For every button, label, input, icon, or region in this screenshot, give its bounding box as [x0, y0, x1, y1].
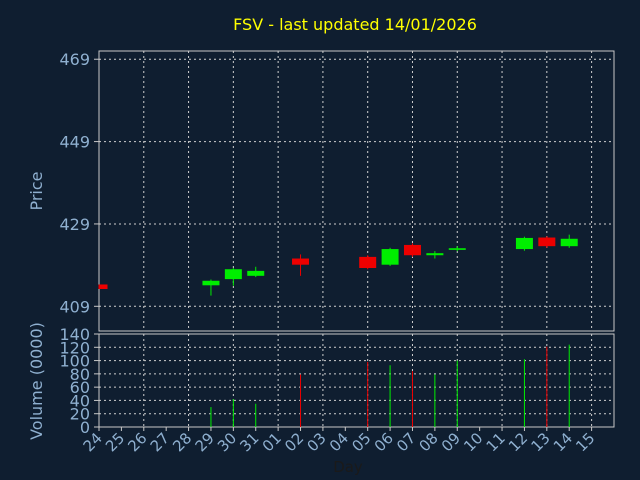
candle-body [381, 249, 399, 265]
volume-tick-label: 140 [59, 325, 90, 344]
volume-tick-label: 0 [80, 418, 90, 437]
candle-body [99, 284, 108, 289]
candle-body [426, 253, 444, 256]
candle-body [247, 270, 265, 276]
candle-body [448, 248, 466, 250]
candle-body [202, 280, 220, 286]
x-axis-ticks: 2425262728293031010203040506070809101112… [80, 427, 598, 455]
volume-tick-label: 20 [70, 405, 90, 424]
volume-tick-label: 80 [70, 365, 90, 384]
price-tick-label: 409 [59, 297, 90, 316]
candle-body [224, 269, 242, 280]
candle-body [292, 258, 310, 265]
candle-body [538, 237, 556, 247]
x-tick-label: 15 [572, 429, 598, 455]
price-tick-label: 429 [59, 215, 90, 234]
volume-grid [99, 334, 614, 427]
candles [98, 234, 578, 296]
price-panel: 409 429 449 469 Price [27, 50, 615, 332]
candle-body [560, 238, 578, 247]
price-tick-label: 469 [59, 50, 90, 69]
price-panel-frame [98, 50, 615, 332]
volume-tick-label: 120 [59, 338, 90, 357]
volume-tick-label: 100 [59, 352, 90, 371]
price-axis-ticks: 409 429 449 469 [59, 50, 99, 316]
volume-bars [210, 344, 570, 427]
price-axis-label: Price [27, 171, 46, 210]
price-tick-label: 449 [59, 133, 90, 152]
x-axis-label: Day [333, 458, 363, 476]
volume-panel-frame [98, 333, 615, 428]
volume-axis-label: Volume (0000) [27, 322, 46, 440]
candle-body [359, 256, 377, 268]
price-grid [99, 51, 614, 331]
candle-body [515, 237, 533, 250]
chart-title: FSV - last updated 14/01/2026 [233, 15, 477, 34]
volume-tick-label: 40 [70, 391, 90, 410]
volume-tick-label: 60 [70, 378, 90, 397]
candle-body [403, 244, 421, 256]
